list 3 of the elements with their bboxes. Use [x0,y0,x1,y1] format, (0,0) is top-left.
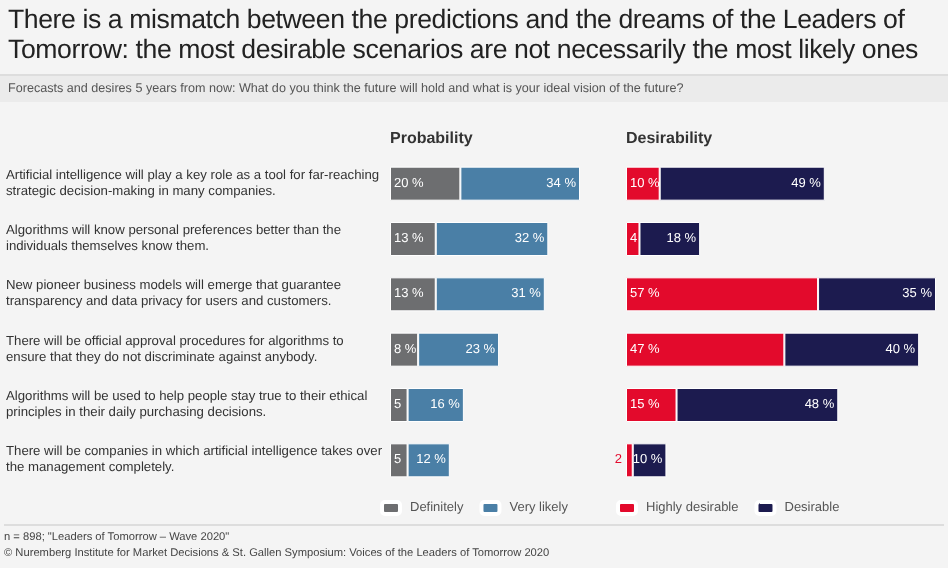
chart-title: Desirability [626,129,714,147]
chart-title: Probability [390,129,474,147]
text: There is a mismatch between the predictions and the dreams of the Leaders of Tomorrow: the most desirable scenarios are not necessarily the most likely ones [8,4,920,64]
